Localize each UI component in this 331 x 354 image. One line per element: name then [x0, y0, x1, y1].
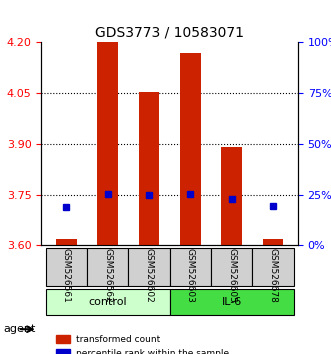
Title: GDS3773 / 10583071: GDS3773 / 10583071	[95, 26, 244, 40]
Text: transformed count: transformed count	[76, 335, 161, 344]
FancyBboxPatch shape	[45, 247, 87, 286]
Text: GSM526561: GSM526561	[62, 248, 71, 303]
Text: control: control	[88, 297, 127, 307]
FancyBboxPatch shape	[253, 247, 294, 286]
Bar	[263, 239, 283, 245]
FancyBboxPatch shape	[45, 289, 170, 315]
Bar	[221, 147, 242, 245]
Text: GSM526602: GSM526602	[144, 248, 154, 303]
Bar	[97, 42, 118, 245]
Text: agent: agent	[3, 324, 36, 334]
Text: GSM526605: GSM526605	[227, 248, 236, 303]
Text: IL-6: IL-6	[221, 297, 242, 307]
FancyBboxPatch shape	[170, 247, 211, 286]
Bar	[139, 92, 159, 245]
Text: GSM526562: GSM526562	[103, 248, 112, 303]
FancyBboxPatch shape	[128, 247, 170, 286]
FancyBboxPatch shape	[170, 289, 294, 315]
Text: GSM526603: GSM526603	[186, 248, 195, 303]
Bar	[56, 239, 76, 245]
FancyBboxPatch shape	[87, 247, 128, 286]
FancyBboxPatch shape	[211, 247, 253, 286]
Text: percentile rank within the sample: percentile rank within the sample	[76, 349, 229, 354]
Bar	[180, 53, 201, 245]
Text: GSM526678: GSM526678	[268, 248, 278, 303]
